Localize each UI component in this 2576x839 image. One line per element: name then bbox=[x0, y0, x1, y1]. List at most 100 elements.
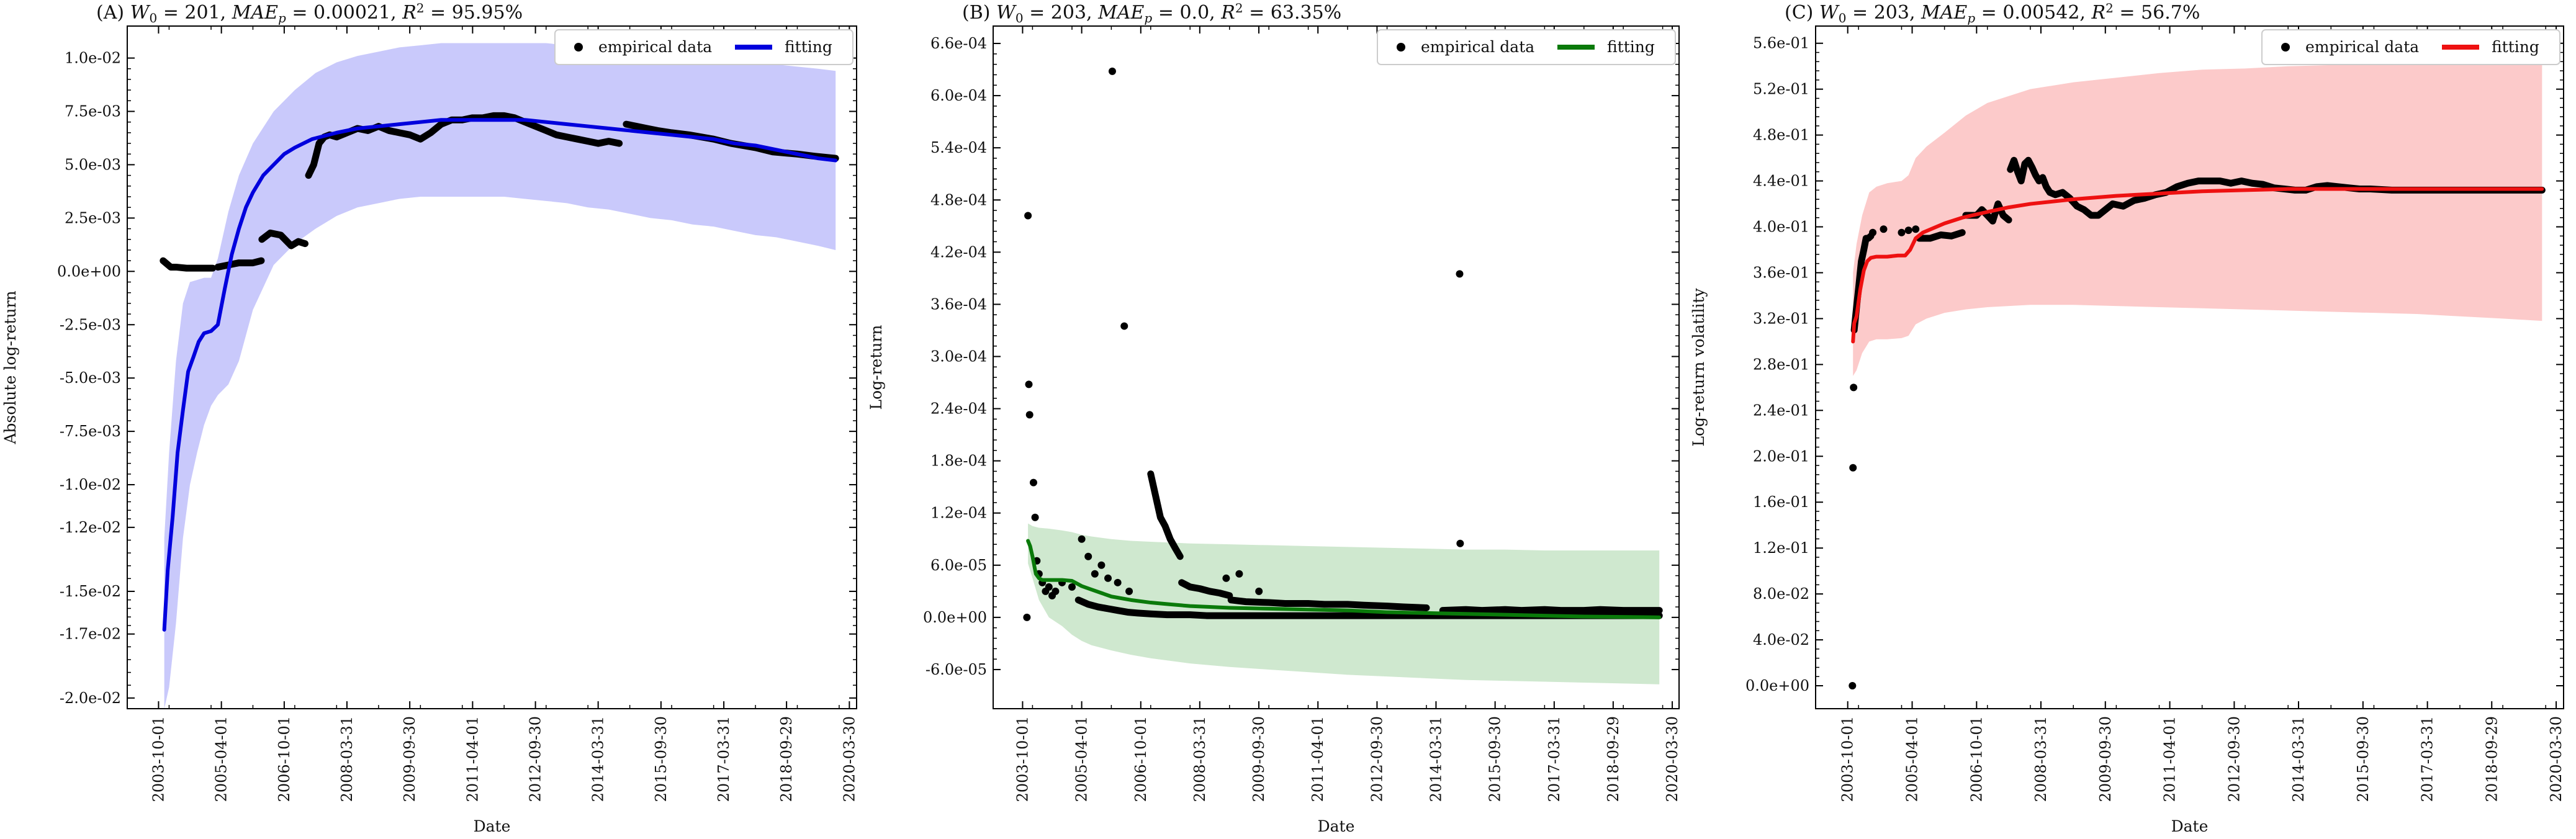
empirical-data-point-2 bbox=[1850, 384, 1858, 392]
plot-area bbox=[1849, 61, 2546, 690]
empirical-data-point-10 bbox=[1045, 583, 1053, 591]
empirical-data-segment-2 bbox=[258, 229, 308, 249]
x-tick-label: 2011-04-01 bbox=[464, 716, 481, 802]
x-tick-label: 2011-04-01 bbox=[2161, 716, 2179, 802]
empirical-data-segment-3 bbox=[1227, 596, 1430, 611]
y-tick-label: 4.0e-02 bbox=[1753, 631, 1809, 648]
y-tick-label: 6.6e-04 bbox=[930, 35, 987, 52]
empirical-data-point-14 bbox=[1068, 583, 1076, 591]
empirical-data-point-0 bbox=[1023, 613, 1031, 621]
x-tick-label: 2015-09-30 bbox=[1487, 716, 1504, 802]
empirical-data-point-20 bbox=[1108, 67, 1116, 75]
empirical-data-point-5 bbox=[1898, 228, 1906, 236]
legend-empirical-marker bbox=[1397, 43, 1405, 52]
plot-area bbox=[1023, 67, 1663, 684]
y-tick-label: 0.0e+00 bbox=[57, 262, 121, 280]
empirical-data-point-5 bbox=[1031, 513, 1039, 521]
empirical-data-point-0 bbox=[1849, 682, 1857, 690]
fitting-curve bbox=[1851, 187, 2544, 344]
y-tick-label: 1.6e-01 bbox=[1753, 493, 1809, 511]
y-tick-label: 4.2e-04 bbox=[930, 243, 987, 261]
empirical-data-point-17 bbox=[1091, 570, 1099, 578]
panel-c: 0.0e+00 4.0e-02 8.0e-02 1.2e-01 1.6e-01 2.0e-… bbox=[1690, 1, 2565, 835]
x-tick-label: 2008-03-31 bbox=[2032, 716, 2050, 802]
x-tick-label: 2011-04-01 bbox=[1309, 716, 1326, 802]
y-tick-label: 1.8e-04 bbox=[930, 452, 987, 470]
x-tick-label: 2017-03-31 bbox=[1546, 716, 1563, 802]
x-tick-label: 2020-03-30 bbox=[1664, 716, 1681, 802]
x-tick-label: 2005-04-01 bbox=[1904, 716, 1921, 802]
x-axis-label: Date bbox=[2171, 817, 2209, 835]
x-axis-label: Date bbox=[474, 817, 511, 835]
y-tick-label: -6.0e-05 bbox=[925, 661, 987, 678]
empirical-data-point-3 bbox=[1869, 228, 1877, 236]
empirical-data-point-3 bbox=[1025, 411, 1034, 419]
x-tick-label: 2017-03-31 bbox=[2419, 716, 2436, 802]
legend: empirical data fitting bbox=[554, 29, 853, 65]
legend-box bbox=[2261, 29, 2560, 65]
legend-empirical-label: empirical data bbox=[1421, 38, 1534, 56]
x-tick-label: 2017-03-31 bbox=[715, 716, 732, 802]
x-tick-label: 2006-10-01 bbox=[1968, 716, 1985, 802]
x-tick-label: 2014-03-31 bbox=[590, 716, 607, 802]
empirical-data-point-28 bbox=[1222, 574, 1230, 582]
y-tick-label: 6.0e-05 bbox=[930, 557, 987, 574]
legend: empirical data fitting bbox=[2261, 29, 2560, 65]
empirical-data-point-22 bbox=[1120, 322, 1128, 330]
legend-box bbox=[1377, 29, 1676, 65]
x-tick-label: 2018-09-29 bbox=[2483, 716, 2500, 802]
empirical-data-point-24 bbox=[1456, 270, 1464, 278]
y-tick-label: 4.4e-01 bbox=[1753, 173, 1809, 190]
empirical-data-segment-1 bbox=[214, 257, 265, 271]
empirical-data-point-15 bbox=[1078, 535, 1086, 543]
y-tick-label: 2.5e-03 bbox=[65, 209, 121, 227]
y-tick-label: 1.2e-04 bbox=[930, 505, 987, 522]
legend-empirical-label: empirical data bbox=[2305, 38, 2419, 56]
x-tick-label: 2018-09-29 bbox=[1605, 716, 1622, 802]
empirical-data-segment-4 bbox=[1439, 606, 1663, 614]
x-tick-label: 2020-03-30 bbox=[840, 716, 858, 802]
y-tick-label: 5.6e-01 bbox=[1753, 35, 1809, 52]
y-tick-label: 6.0e-04 bbox=[930, 87, 987, 104]
x-tick-label: 2003-10-01 bbox=[150, 716, 167, 802]
empirical-data-point-27 bbox=[1255, 587, 1263, 595]
fitting-curve bbox=[1026, 539, 1662, 619]
confidence-band bbox=[164, 43, 836, 709]
empirical-data-segment-1 bbox=[1147, 470, 1184, 560]
legend-box bbox=[554, 29, 853, 65]
legend-empirical-marker bbox=[2281, 43, 2290, 52]
empirical-data-point-25 bbox=[1456, 539, 1464, 547]
y-tick-label: 1.2e-01 bbox=[1753, 539, 1809, 557]
x-tick-label: 2009-09-30 bbox=[401, 716, 418, 802]
empirical-data-point-16 bbox=[1084, 552, 1092, 560]
y-tick-label: 4.8e-04 bbox=[930, 191, 987, 209]
empirical-data-point-19 bbox=[1104, 574, 1112, 582]
y-tick-label: 3.2e-01 bbox=[1753, 310, 1809, 327]
y-tick-label: 5.4e-04 bbox=[930, 139, 987, 156]
empirical-data-point-26 bbox=[1235, 570, 1243, 578]
y-tick-label: 4.8e-01 bbox=[1753, 127, 1809, 144]
x-tick-label: 2012-09-30 bbox=[527, 716, 544, 802]
x-tick-label: 2006-10-01 bbox=[276, 716, 293, 802]
empirical-data-point-2 bbox=[1025, 380, 1033, 388]
y-tick-label: 5.2e-01 bbox=[1753, 81, 1809, 98]
x-tick-label: 2015-09-30 bbox=[652, 716, 670, 802]
confidence-band bbox=[1853, 61, 2542, 376]
y-tick-label: 0.0e+00 bbox=[1745, 677, 1809, 694]
empirical-data-point-6 bbox=[1904, 227, 1912, 235]
y-tick-label: 2.8e-01 bbox=[1753, 356, 1809, 373]
x-tick-label: 2018-09-29 bbox=[778, 716, 795, 802]
empirical-data-segment-2 bbox=[1178, 579, 1233, 599]
y-tick-label: 2.0e-01 bbox=[1753, 447, 1809, 465]
empirical-data-point-18 bbox=[1097, 561, 1106, 569]
fitting-curve bbox=[162, 118, 838, 632]
x-tick-label: 2003-10-01 bbox=[1014, 716, 1031, 802]
y-tick-label: -2.5e-03 bbox=[60, 316, 121, 333]
legend: empirical data fitting bbox=[1377, 29, 1676, 65]
x-tick-label: 2008-03-31 bbox=[338, 716, 356, 802]
x-tick-label: 2012-09-30 bbox=[2225, 716, 2243, 802]
y-tick-label: 2.4e-01 bbox=[1753, 402, 1809, 419]
panel-title: (C) W0 = 203, MAEp = 0.00542, R2 = 56.7% bbox=[1785, 1, 2200, 25]
x-tick-label: 2014-03-31 bbox=[1427, 716, 1444, 802]
y-tick-label: 4.0e-01 bbox=[1753, 218, 1809, 236]
